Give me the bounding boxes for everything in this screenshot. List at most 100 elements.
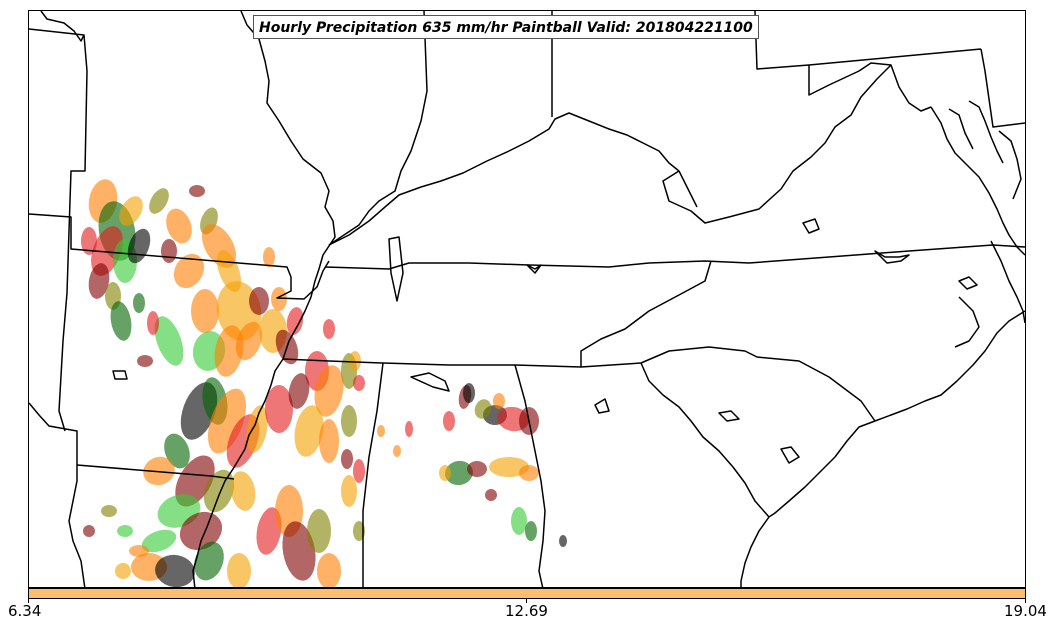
border-nc-sc (640, 346, 876, 422)
lake-3 (594, 398, 610, 414)
paintball-blob (525, 521, 537, 541)
paintball-blob (493, 393, 505, 409)
paintball-blob (164, 433, 190, 469)
paintball-blob (559, 535, 567, 547)
border-ks-mo (29, 28, 88, 432)
border-ga-sc (640, 362, 770, 518)
paintball-blob (235, 321, 263, 361)
border-wv (662, 64, 932, 224)
chesapeake-coast (930, 106, 1025, 256)
paintball-blob (314, 365, 344, 417)
border-delaware (980, 48, 1025, 128)
paintball-blob (271, 287, 287, 311)
colorbar-tick-min (28, 599, 29, 603)
paintball-blob (282, 521, 316, 581)
paintball-blob (443, 411, 455, 431)
colorbar-label-max: 19.04 (1004, 602, 1047, 620)
paintball-blob (246, 405, 268, 453)
paintball-blob (294, 405, 324, 457)
paintball-blob (214, 325, 244, 377)
lake-6 (112, 370, 128, 380)
border-tx-la (29, 402, 86, 587)
paintball-blob (319, 419, 339, 463)
paintball-blob (353, 459, 365, 483)
paintball-blob (323, 319, 335, 339)
paintball-blob (194, 541, 224, 581)
paintball-blob (191, 289, 219, 333)
lake-5 (410, 372, 450, 392)
paintball-blob (519, 465, 539, 481)
sc-coast (768, 420, 876, 518)
border-tn-south (282, 358, 642, 368)
state-boundaries (29, 11, 1025, 587)
precipitation-paintballs (81, 179, 567, 587)
border-tn-nc (580, 260, 712, 367)
paintball-blob (307, 509, 331, 553)
paintball-blob (286, 307, 304, 335)
paintball-blob (288, 373, 310, 409)
paintball-blob (463, 383, 475, 403)
colorbar-tick-max (1025, 599, 1026, 603)
paintball-blob (263, 247, 275, 267)
ga-coast (740, 516, 770, 587)
paintball-blob (349, 351, 361, 371)
paintball-blob (353, 521, 365, 541)
paintball-blob (101, 505, 117, 517)
paintball-blob (393, 445, 401, 457)
va-inlets-2 (968, 100, 1004, 164)
ohio-river (328, 112, 680, 246)
paintball-blob (341, 405, 357, 437)
paintball-blob (115, 563, 131, 579)
paintball-blob (137, 355, 153, 367)
paintball-blob (405, 421, 413, 437)
paintball-blob (154, 316, 184, 366)
paintball-blob (341, 449, 353, 469)
mississippi-river (192, 11, 336, 587)
paintball-blob (110, 301, 132, 341)
paintball-blob (161, 239, 177, 263)
paintball-blob (341, 475, 357, 507)
paintball-blob (179, 511, 223, 551)
map-canvas (29, 11, 1025, 587)
paintball-blob (439, 465, 451, 481)
border-al-ga (514, 364, 546, 587)
paintball-blob (173, 253, 205, 289)
border-wv-md (808, 62, 892, 96)
paintball-blob (230, 471, 256, 511)
paintball-blob (83, 525, 95, 537)
border-ar-la (76, 464, 235, 480)
paintball-blob (141, 529, 177, 553)
paintball-blob (353, 375, 365, 391)
paintball-blob (317, 553, 341, 587)
map-frame (28, 10, 1026, 588)
lake-8 (958, 276, 978, 290)
outer-banks (990, 240, 1025, 324)
va-inlets-3 (998, 130, 1022, 200)
nc-sounds (954, 296, 980, 348)
lake-7 (874, 250, 910, 264)
paintball-blob (189, 185, 205, 197)
border-mo-ar (29, 213, 330, 300)
border-va-ky (678, 170, 698, 208)
paintball-blob (117, 525, 133, 537)
map-title: Hourly Precipitation 635 mm/hr Paintball… (253, 15, 759, 39)
border-ky-tn (324, 244, 1025, 270)
paintball-blob (88, 263, 110, 299)
paintball-blob (489, 457, 529, 477)
paintball-blob (377, 425, 385, 437)
lake-9 (718, 410, 740, 422)
colorbar-label-mid: 12.69 (505, 602, 548, 620)
paintball-blob (265, 385, 293, 433)
paintball-blob (256, 507, 282, 555)
paintball-blob (511, 507, 527, 535)
paintball-blob (445, 460, 473, 486)
paintball-blob (227, 553, 251, 587)
paintball-blob (119, 196, 143, 226)
nc-coast (874, 310, 1025, 422)
colorbar (28, 588, 1026, 599)
paintball-blob (467, 461, 487, 477)
colorbar-tick-mid (526, 599, 527, 603)
border-pa-md (754, 11, 982, 70)
border-ms-al (362, 362, 384, 587)
paintball-blob (203, 469, 235, 513)
